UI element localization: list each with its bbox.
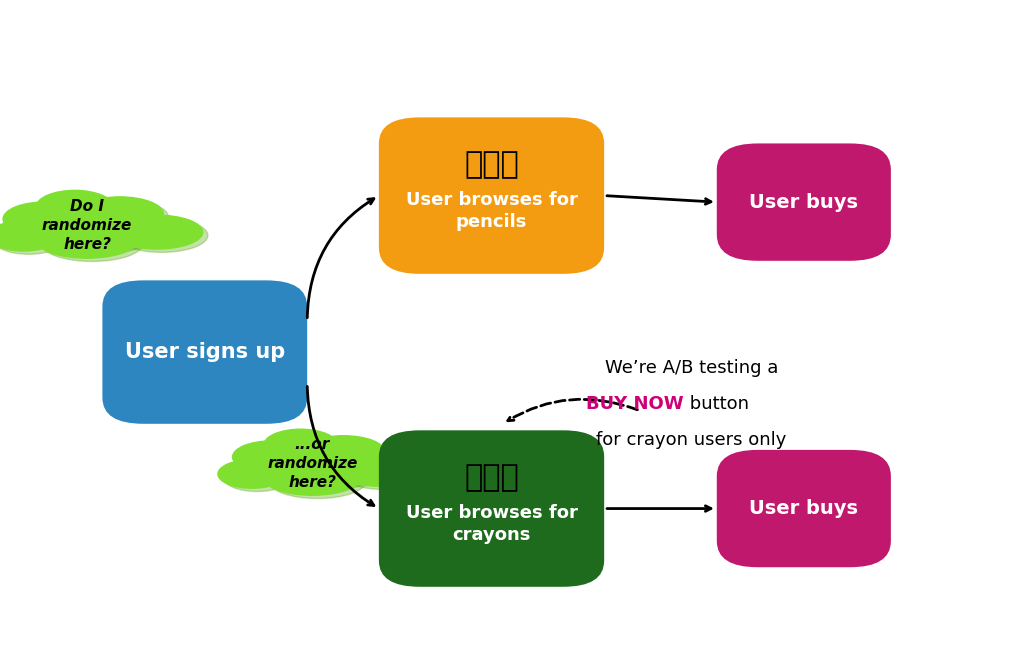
Ellipse shape [238, 444, 315, 477]
FancyBboxPatch shape [102, 280, 307, 424]
Ellipse shape [307, 439, 390, 471]
Text: User browses for
crayons: User browses for crayons [406, 504, 578, 544]
Ellipse shape [3, 202, 85, 236]
Ellipse shape [111, 215, 203, 249]
Ellipse shape [264, 460, 360, 496]
Ellipse shape [36, 222, 138, 258]
Text: 🖍🖍🖍: 🖍🖍🖍 [464, 463, 519, 492]
Text: for crayon users only: for crayon users only [596, 431, 786, 449]
Text: ...or
randomize
here?: ...or randomize here? [267, 437, 357, 490]
FancyBboxPatch shape [717, 450, 891, 567]
Ellipse shape [268, 464, 367, 499]
Text: User browses for
pencils: User browses for pencils [406, 191, 578, 231]
Ellipse shape [218, 460, 286, 488]
Ellipse shape [0, 221, 59, 251]
Text: We’re A/B testing a: We’re A/B testing a [604, 359, 778, 378]
Ellipse shape [223, 463, 291, 492]
Ellipse shape [82, 200, 168, 234]
Text: User buys: User buys [750, 499, 858, 518]
Ellipse shape [249, 444, 376, 488]
FancyBboxPatch shape [379, 117, 604, 274]
Ellipse shape [77, 197, 164, 231]
Text: 📝📝📝: 📝📝📝 [464, 150, 519, 179]
Text: User signs up: User signs up [125, 342, 285, 362]
Ellipse shape [340, 457, 427, 490]
Ellipse shape [116, 218, 208, 252]
Ellipse shape [41, 225, 143, 261]
Ellipse shape [20, 205, 154, 252]
Ellipse shape [263, 429, 338, 462]
Ellipse shape [254, 447, 381, 492]
Ellipse shape [36, 190, 114, 224]
Ellipse shape [268, 432, 343, 465]
Ellipse shape [302, 436, 385, 468]
Ellipse shape [8, 205, 90, 239]
Text: User buys: User buys [750, 192, 858, 212]
Text: Do I
randomize
here?: Do I randomize here? [42, 200, 132, 252]
Ellipse shape [26, 208, 159, 255]
FancyBboxPatch shape [379, 430, 604, 587]
Ellipse shape [0, 224, 65, 254]
FancyBboxPatch shape [717, 143, 891, 261]
Text: button: button [684, 395, 750, 413]
Text: BUY NOW: BUY NOW [586, 395, 684, 413]
Ellipse shape [41, 194, 119, 228]
Ellipse shape [335, 454, 422, 486]
Ellipse shape [232, 441, 310, 473]
